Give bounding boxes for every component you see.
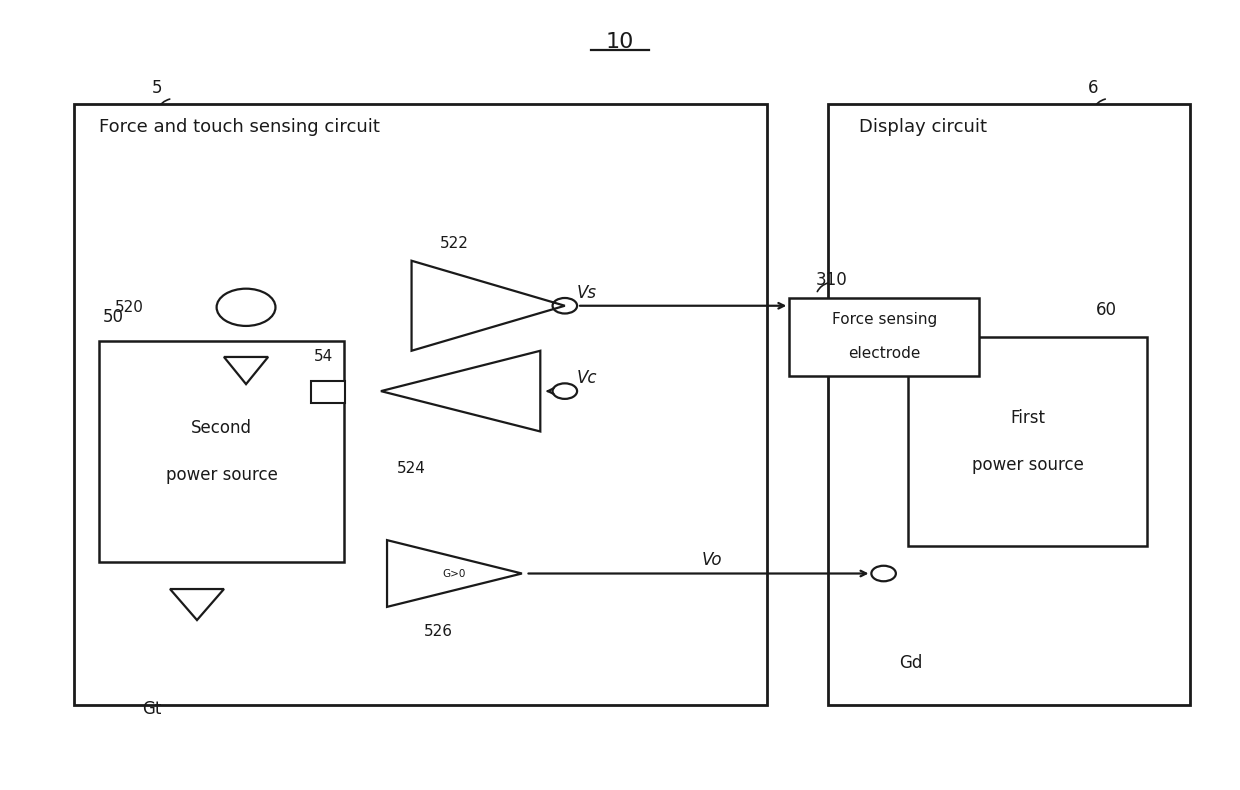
Bar [311,381,346,403]
Text: electrode: electrode [848,346,920,361]
Bar [74,104,768,705]
Text: Gt: Gt [141,700,161,718]
Text: 522: 522 [440,236,469,251]
Text: power source: power source [166,465,278,483]
Bar [99,340,345,562]
Text: 310: 310 [816,271,848,289]
Text: Vc: Vc [577,369,598,387]
Text: 54: 54 [314,348,332,363]
Polygon shape [412,261,565,351]
Text: Gd: Gd [899,654,923,672]
Text: 520: 520 [115,299,144,314]
Bar [828,104,1190,705]
Text: 50: 50 [103,308,124,326]
Bar [789,298,980,375]
Text: Vs: Vs [577,284,598,302]
Text: power source: power source [972,456,1084,474]
Text: 526: 526 [424,624,453,639]
Text: 6: 6 [1089,80,1099,97]
Text: Second: Second [191,419,252,437]
Text: 5: 5 [151,80,162,97]
Text: 10: 10 [606,32,634,52]
Text: Force and touch sensing circuit: Force and touch sensing circuit [99,118,379,136]
Polygon shape [224,357,268,384]
Text: Display circuit: Display circuit [859,118,987,136]
Text: First: First [1011,409,1045,427]
Bar [908,337,1147,547]
Text: 524: 524 [397,461,427,476]
Polygon shape [170,589,224,620]
Text: Force sensing: Force sensing [832,312,937,327]
Text: 60: 60 [1096,301,1117,318]
Text: G>0: G>0 [443,569,466,578]
Text: Vo: Vo [702,551,722,569]
Polygon shape [387,540,522,607]
Polygon shape [381,351,541,431]
